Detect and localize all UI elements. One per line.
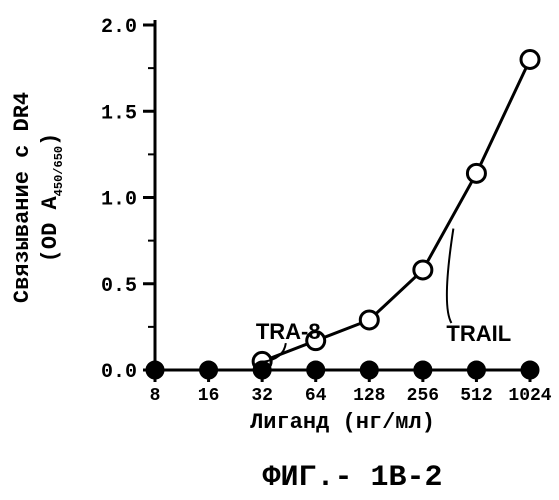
leader-trail — [447, 229, 454, 323]
y-tick-label: 1.0 — [101, 189, 137, 212]
binding-chart: 0.0 0.5 1.0 1.5 2.0 8 16 32 64 128 256 512 1024 Связы… — [0, 0, 559, 500]
marker-tra-8 — [361, 362, 377, 378]
marker-tra-8 — [308, 362, 324, 378]
y-tick-label: 2.0 — [101, 16, 137, 39]
x-tick-label: 128 — [353, 386, 385, 406]
series-line-trail — [262, 60, 530, 362]
x-tick-label: 512 — [460, 386, 492, 406]
marker-tra-8 — [415, 362, 431, 378]
y-tick-label: 1.5 — [101, 102, 137, 125]
x-tick-label: 256 — [407, 386, 439, 406]
marker-trail — [414, 261, 432, 279]
marker-trail — [521, 51, 539, 69]
marker-tra-8 — [147, 362, 163, 378]
marker-tra-8 — [468, 362, 484, 378]
figure-caption: ФИГ.- 1В-2 — [262, 461, 442, 495]
x-tick-label: 32 — [251, 386, 273, 406]
y-tick-label: 0.0 — [101, 361, 137, 384]
marker-tra-8 — [201, 362, 217, 378]
x-tick-label: 64 — [305, 386, 327, 406]
y-tick-label: 0.5 — [101, 275, 137, 298]
x-tick-label: 16 — [198, 386, 220, 406]
series-label-tra8: TRA-8 — [256, 319, 321, 344]
series-label-trail: TRAIL — [446, 321, 511, 346]
x-axis-label: Лиганд (нг/мл) — [250, 410, 435, 435]
y-axis-label-2: (OD A450/650) — [38, 133, 66, 263]
x-tick-label: 8 — [150, 386, 161, 406]
marker-trail — [467, 164, 485, 182]
x-tick-label: 1024 — [508, 386, 551, 406]
y-axis-label-1: Связывание с DR4 — [10, 92, 35, 303]
marker-trail — [360, 311, 378, 329]
marker-tra-8 — [522, 362, 538, 378]
marker-tra-8 — [254, 362, 270, 378]
